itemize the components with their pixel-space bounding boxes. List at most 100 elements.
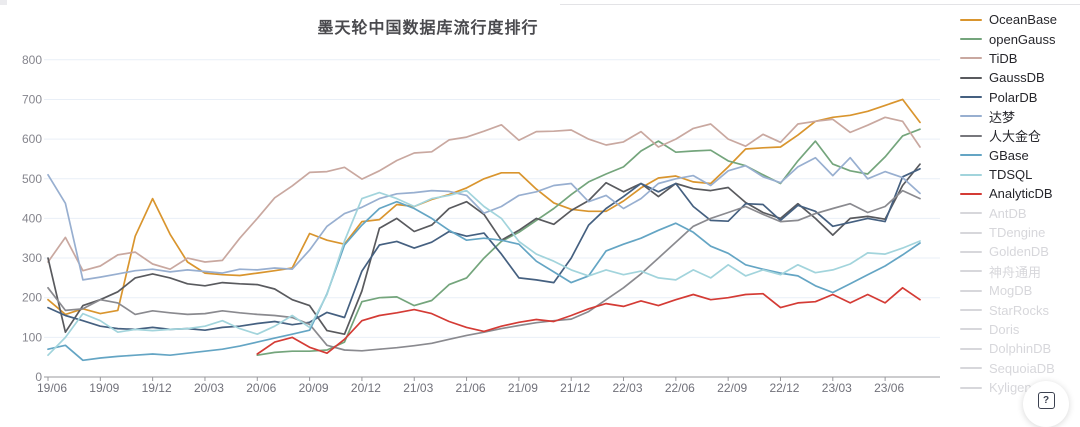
x-tick-label-21/03: 21/03 xyxy=(403,381,433,395)
x-tick-label-21/12: 21/12 xyxy=(560,381,590,395)
legend-swatch-analyticdb xyxy=(960,192,982,195)
chart-legend: OceanBase openGauss TiDB GaussDB PolarDB 达梦人大… xyxy=(960,10,1080,397)
legend-item-mogdb[interactable]: MogDB xyxy=(960,281,1080,300)
x-tick-label-21/09: 21/09 xyxy=(508,381,538,395)
legend-swatch-goldendb xyxy=(960,250,982,253)
y-tick-label-500: 500 xyxy=(22,172,42,186)
legend-label-starrocks: StarRocks xyxy=(989,302,1049,318)
x-tick-label-20/06: 20/06 xyxy=(246,381,276,395)
legend-label-tidb: TiDB xyxy=(989,50,1018,66)
chart-title: 墨天轮中国数据库流行度排行 xyxy=(317,20,539,37)
y-tick-label-800: 800 xyxy=(22,53,42,67)
legend-item-renda-jincang[interactable]: 人大金仓 xyxy=(960,126,1080,145)
x-tick-label-23/03: 23/03 xyxy=(822,381,852,395)
series-line-dameng xyxy=(47,156,921,281)
legend-swatch-antdb xyxy=(960,212,982,215)
series-line-tidb xyxy=(47,116,921,272)
legend-label-gaussdb: GaussDB xyxy=(989,70,1045,86)
top-divider xyxy=(560,4,1080,5)
legend-item-tdengine[interactable]: TDengine xyxy=(960,223,1080,242)
legend-item-dameng[interactable]: 达梦 xyxy=(960,107,1080,126)
y-tick-label-700: 700 xyxy=(22,92,42,106)
legend-label-dolphindb: DolphinDB xyxy=(989,341,1052,357)
x-tick-label-22/12: 22/12 xyxy=(769,381,799,395)
legend-label-dameng: 达梦 xyxy=(989,109,1016,125)
help-icon: ? xyxy=(1037,391,1055,409)
x-tick-label-22/09: 22/09 xyxy=(717,381,747,395)
x-tick-label-23/06: 23/06 xyxy=(874,381,904,395)
x-tick-label-22/03: 22/03 xyxy=(613,381,643,395)
legend-swatch-oceanbase xyxy=(960,18,982,21)
legend-label-polardb: PolarDB xyxy=(989,89,1038,105)
legend-swatch-sequoiadb xyxy=(960,367,982,370)
y-tick-label-600: 600 xyxy=(22,132,42,146)
legend-swatch-dameng xyxy=(960,115,982,118)
legend-swatch-tidb xyxy=(960,57,982,60)
y-tick-label-300: 300 xyxy=(22,251,42,265)
legend-label-sequoiadb: SequoiaDB xyxy=(989,360,1055,376)
legend-item-gaussdb[interactable]: GaussDB xyxy=(960,68,1080,87)
legend-item-goldendb[interactable]: GoldenDB xyxy=(960,242,1080,261)
legend-label-renda-jincang: 人大金仓 xyxy=(989,129,1042,145)
legend-item-antdb[interactable]: AntDB xyxy=(960,204,1080,223)
legend-item-shenzhou-tongyong[interactable]: 神舟通用 xyxy=(960,262,1080,281)
help-button[interactable]: ? xyxy=(1023,381,1069,427)
legend-label-mogdb: MogDB xyxy=(989,283,1033,299)
series-line-gaussdb xyxy=(47,163,921,336)
x-tick-label-19/06: 19/06 xyxy=(37,381,67,395)
legend-label-opengauss: openGauss xyxy=(989,31,1056,47)
legend-item-analyticdb[interactable]: AnalyticDB xyxy=(960,184,1080,203)
legend-item-dolphindb[interactable]: DolphinDB xyxy=(960,339,1080,358)
legend-swatch-gaussdb xyxy=(960,76,982,79)
x-tick-label-20/03: 20/03 xyxy=(194,381,224,395)
legend-label-oceanbase: OceanBase xyxy=(989,12,1057,28)
y-tick-label-200: 200 xyxy=(22,291,42,305)
legend-label-antdb: AntDB xyxy=(989,205,1027,221)
legend-swatch-tdengine xyxy=(960,231,982,234)
legend-label-doris: Doris xyxy=(989,321,1020,337)
series-line-oceanbase xyxy=(47,98,921,316)
legend-swatch-shenzhou-tongyong xyxy=(960,270,982,273)
corner-artifact xyxy=(0,0,7,5)
legend-label-gbase: GBase xyxy=(989,147,1029,163)
legend-item-opengauss[interactable]: openGauss xyxy=(960,29,1080,48)
series-line-polardb xyxy=(47,167,921,332)
legend-label-goldendb: GoldenDB xyxy=(989,244,1049,260)
x-tick-label-19/09: 19/09 xyxy=(89,381,119,395)
legend-swatch-mogdb xyxy=(960,289,982,292)
legend-item-tdsql[interactable]: TDSQL xyxy=(960,165,1080,184)
legend-item-gbase[interactable]: GBase xyxy=(960,146,1080,165)
y-tick-label-0: 0 xyxy=(35,370,42,384)
legend-label-analyticdb: AnalyticDB xyxy=(989,186,1053,202)
legend-swatch-kyligence xyxy=(960,386,982,389)
series-line-tdsql xyxy=(47,189,921,357)
x-tick-label-20/09: 20/09 xyxy=(299,381,329,395)
x-tick-label-21/06: 21/06 xyxy=(456,381,486,395)
legend-swatch-starrocks xyxy=(960,309,982,312)
legend-label-shenzhou-tongyong: 神舟通用 xyxy=(989,264,1042,280)
legend-swatch-gbase xyxy=(960,154,982,157)
legend-label-tdsql: TDSQL xyxy=(989,167,1033,183)
legend-swatch-dolphindb xyxy=(960,347,982,350)
series-line-analyticdb xyxy=(256,286,921,355)
legend-swatch-polardb xyxy=(960,96,982,99)
x-tick-label-19/12: 19/12 xyxy=(142,381,172,395)
series-line-opengauss xyxy=(256,128,921,357)
legend-item-tidb[interactable]: TiDB xyxy=(960,49,1080,68)
x-tick-label-22/06: 22/06 xyxy=(665,381,695,395)
line-chart-canvas[interactable]: 0 100 200 300 400 500 600 700 800 19/06 19/09 19/12… xyxy=(0,0,1080,414)
legend-item-sequoiadb[interactable]: SequoiaDB xyxy=(960,358,1080,377)
legend-item-oceanbase[interactable]: OceanBase xyxy=(960,10,1080,29)
legend-swatch-renda-jincang xyxy=(960,134,982,137)
x-tick-label-20/12: 20/12 xyxy=(351,381,381,395)
legend-swatch-opengauss xyxy=(960,38,982,41)
legend-item-doris[interactable]: Doris xyxy=(960,320,1080,339)
legend-swatch-tdsql xyxy=(960,173,982,176)
legend-item-polardb[interactable]: PolarDB xyxy=(960,87,1080,106)
legend-item-starrocks[interactable]: StarRocks xyxy=(960,300,1080,319)
legend-swatch-doris xyxy=(960,328,982,331)
y-tick-label-100: 100 xyxy=(22,330,42,344)
y-tick-label-400: 400 xyxy=(22,211,42,225)
legend-label-tdengine: TDengine xyxy=(989,225,1046,241)
series-line-gbase xyxy=(47,200,921,362)
